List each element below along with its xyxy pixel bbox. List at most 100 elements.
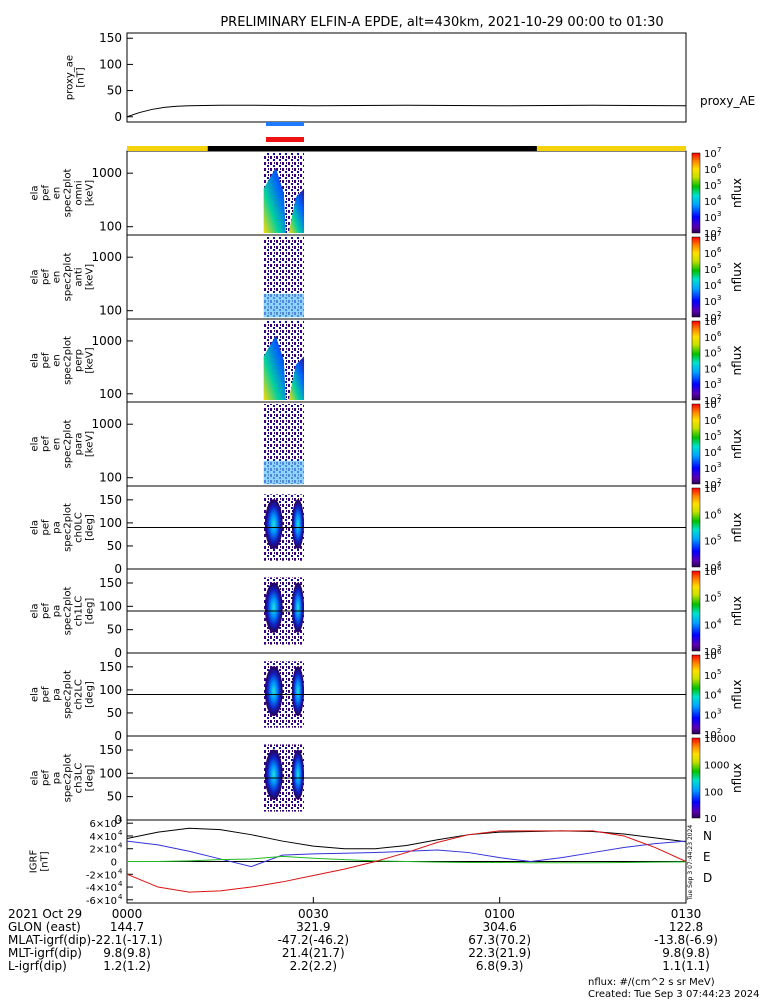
- pa_ch3LC-cbar-title: nflux: [730, 763, 744, 793]
- pa_ch1LC-ylabel-line-0: ela: [30, 603, 41, 618]
- pa_ch1LC-cbar-label-3: 10: [704, 567, 717, 578]
- en_perp-cbar-exp-4: 6: [717, 330, 722, 338]
- en_para-cbar-exp-1: 3: [717, 461, 721, 469]
- pa_ch3LC-ylabel-line-1: pef: [41, 770, 52, 787]
- en_omni-cbar-label-0: 10: [704, 229, 717, 240]
- pa_ch2LC-colorbar: [691, 654, 701, 735]
- pa_ch2LC-cbar-title: nflux: [730, 680, 744, 710]
- en_anti-ylabel-line-4: anti: [74, 267, 85, 286]
- en_perp-tick-label-0: 100: [99, 387, 122, 401]
- pa_ch2LC-cbar-label-3: 10: [704, 671, 717, 682]
- en_anti-cbar-exp-2: 4: [717, 278, 722, 286]
- en_omni-ylabel-line-0: ela: [30, 185, 41, 200]
- en_perp-ylabel-line-3: spec2plot: [63, 336, 74, 385]
- pa_ch2LC-cbar-label-1: 10: [704, 710, 717, 721]
- orbit-row-label-3: L-igrf(dip): [8, 959, 67, 973]
- en_para-cbar-label-0: 10: [704, 480, 717, 491]
- pa_ch2LC-cbar-label-0: 10: [704, 730, 717, 741]
- pa_ch2LC-cbar-label-4: 10: [704, 651, 717, 662]
- en_para-ylabel-line-3: spec2plot: [63, 420, 74, 469]
- pa_ch3LC-ylabel-line-5: [deg]: [85, 765, 96, 792]
- en_para-low-band: [263, 460, 305, 485]
- en_perp-cbar-exp-0: 2: [717, 393, 721, 401]
- daylight-bar-2: [536, 146, 686, 151]
- en_omni-cbar-label-3: 10: [704, 181, 717, 192]
- en_para-tick-label-0: 100: [99, 471, 122, 485]
- orbit-row-1-value-2: 67.3(70.2): [468, 933, 531, 947]
- en_omni-cbar-title: nflux: [730, 178, 744, 208]
- en_omni-cbar-exp-2: 4: [717, 194, 722, 202]
- orbit-row-3-value-0: 1.2(1.2): [103, 959, 151, 973]
- eclipse-bar: [207, 146, 537, 151]
- pa_ch0LC-cbar-exp-1: 5: [717, 534, 721, 542]
- pa_ch2LC-blob-1: [264, 666, 283, 717]
- pa_ch2LC-tick-label-2: 100: [99, 683, 122, 697]
- igrf-tick-label-4: 2×10: [90, 845, 117, 856]
- pa_ch3LC-tick-label-2: 100: [99, 766, 122, 780]
- proxy-ae-tick-label-3: 150: [99, 31, 122, 45]
- pa_ch2LC-ylabel-line-0: ela: [30, 687, 41, 702]
- orbit-row-3-value-2: 6.8(9.3): [476, 959, 524, 973]
- en_perp-fan-1: [263, 335, 286, 400]
- pa_ch0LC-colorbar: [691, 487, 701, 568]
- en_para-cbar-label-3: 10: [704, 432, 717, 443]
- en_anti-cbar-label-3: 10: [704, 265, 717, 276]
- igrf-series-E: [126, 840, 687, 868]
- en_omni-cbar-label-4: 10: [704, 165, 717, 176]
- pa_ch2LC-tick-label-3: 150: [99, 660, 122, 674]
- pa_ch3LC-ylabel-line-4: ch3LC: [74, 763, 85, 794]
- igrf-legend-E: E: [703, 850, 711, 864]
- science-zone-blue: [266, 122, 304, 126]
- en_omni-cbar-exp-5: 7: [717, 146, 721, 154]
- science-zone-red: [266, 137, 304, 142]
- pa_ch0LC-tick-label-0: 0: [114, 562, 122, 576]
- orbit-row-2-value-0: 9.8(9.8): [103, 946, 151, 960]
- pa_ch2LC-tick-label-0: 0: [114, 729, 122, 743]
- en_omni-ylabel-line-4: omni: [74, 181, 85, 206]
- orbit-row-2-value-2: 22.3(21.9): [468, 946, 531, 960]
- igrf-series-D: [127, 855, 687, 864]
- en_anti-tick-label-1: 1000: [91, 250, 122, 264]
- pa_ch0LC-ylabel-line-4: ch0LC: [74, 512, 85, 543]
- pa_ch1LC-cbar-exp-1: 4: [717, 617, 722, 625]
- en_perp-ylabel-line-1: pef: [41, 352, 52, 369]
- pa_ch1LC-tick-label-2: 100: [99, 599, 122, 613]
- en_anti-tick-label-0: 100: [99, 304, 122, 318]
- pa_ch0LC-cbar-label-0: 10: [704, 563, 717, 574]
- en_anti-cbar-label-1: 10: [704, 297, 717, 308]
- orbit-row-0-value-1: 321.9: [296, 920, 330, 934]
- en_omni-fan-2: [288, 188, 305, 233]
- pa_ch1LC-tick-label-3: 150: [99, 576, 122, 590]
- en_anti-colorbar: [691, 236, 701, 318]
- igrf-series-N: [126, 827, 687, 850]
- en_omni-cbar-exp-4: 6: [717, 162, 722, 170]
- pa_ch0LC-blob-1: [264, 499, 283, 550]
- en_perp-cbar-exp-3: 5: [717, 346, 721, 354]
- orbit-row-3-value-3: 1.1(1.1): [662, 959, 710, 973]
- side-timestamp: Tue Sep 3 07:44:23 2024: [687, 825, 694, 901]
- pa_ch2LC-cbar-exp-0: 2: [717, 727, 721, 735]
- en_omni-tick-label-1: 1000: [91, 166, 122, 180]
- en_para-cbar-exp-5: 7: [717, 397, 721, 405]
- pa_ch1LC-ylabel-line-1: pef: [41, 603, 52, 620]
- pa_ch3LC-ylabel-line-2: pa: [52, 772, 63, 784]
- igrf-legend-D: D: [703, 871, 712, 885]
- igrf-series-D2: [126, 830, 687, 893]
- pa_ch2LC-tick-label-1: 50: [107, 706, 122, 720]
- en_anti-low-band: [263, 293, 305, 318]
- igrf-tick-label-0: -6×10: [86, 896, 117, 907]
- orbit-row-1-value-1: -47.2(-46.2): [278, 933, 349, 947]
- orbit-row-label-1: MLAT-igrf(dip): [8, 933, 91, 947]
- en_perp-ylabel-line-5: [keV]: [85, 347, 96, 373]
- en_omni-cbar-label-1: 10: [704, 213, 717, 224]
- igrf-tick-label-6: 6×10: [90, 819, 117, 830]
- en_perp-tick-label-1: 1000: [91, 334, 122, 348]
- pa_ch1LC-tick-label-1: 50: [107, 623, 122, 637]
- xaxis-date-label: 2021 Oct 29: [8, 907, 82, 921]
- xaxis-tick-label-2: 0100: [484, 907, 515, 921]
- pa_ch2LC-ylabel-line-3: spec2plot: [63, 670, 74, 719]
- igrf-tick-exp-6: 4: [118, 816, 123, 824]
